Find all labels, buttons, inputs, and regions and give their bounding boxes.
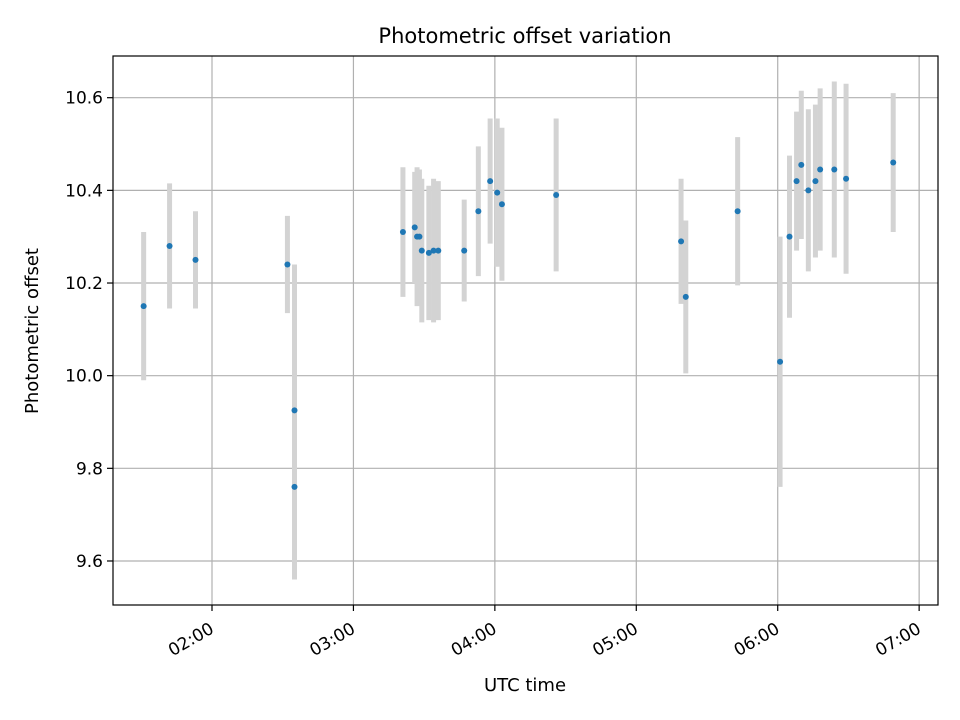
data-point: [777, 358, 784, 365]
data-point: [192, 256, 199, 263]
data-point: [166, 242, 173, 249]
y-tick-label: 9.8: [76, 459, 103, 479]
data-point: [411, 224, 418, 231]
data-point: [786, 233, 793, 240]
data-point: [418, 247, 425, 254]
data-point: [831, 166, 838, 173]
data-point: [682, 293, 689, 300]
x-axis-title: UTC time: [484, 675, 566, 696]
data-point: [817, 166, 824, 173]
y-tick-label: 10.0: [65, 367, 103, 387]
data-points: [140, 159, 897, 490]
data-point: [553, 191, 560, 198]
data-point: [805, 187, 812, 194]
data-point: [793, 178, 800, 185]
plot-frame: [112, 55, 939, 606]
data-point: [843, 175, 850, 182]
data-point: [425, 249, 432, 256]
data-point: [461, 247, 468, 254]
data-point: [678, 238, 685, 245]
data-point: [291, 407, 298, 414]
y-axis-title: Photometric offset: [22, 248, 43, 414]
data-point: [430, 247, 437, 254]
data-point: [487, 178, 494, 185]
data-point: [812, 178, 819, 185]
data-point: [140, 303, 147, 310]
data-point: [416, 233, 423, 240]
data-point: [798, 161, 805, 168]
data-point: [435, 247, 442, 254]
data-point: [890, 159, 897, 166]
data-point: [734, 208, 741, 215]
chart-title: Photometric offset variation: [378, 24, 671, 48]
data-point: [475, 208, 482, 215]
data-point: [291, 483, 298, 490]
data-point: [494, 189, 501, 196]
y-tick-label: 10.2: [65, 274, 103, 294]
data-point: [498, 201, 505, 208]
data-point: [284, 261, 291, 268]
data-point: [399, 229, 406, 236]
y-tick-label: 10.4: [65, 181, 103, 201]
y-tick-label: 9.6: [76, 552, 103, 572]
y-tick-label: 10.6: [65, 89, 103, 109]
